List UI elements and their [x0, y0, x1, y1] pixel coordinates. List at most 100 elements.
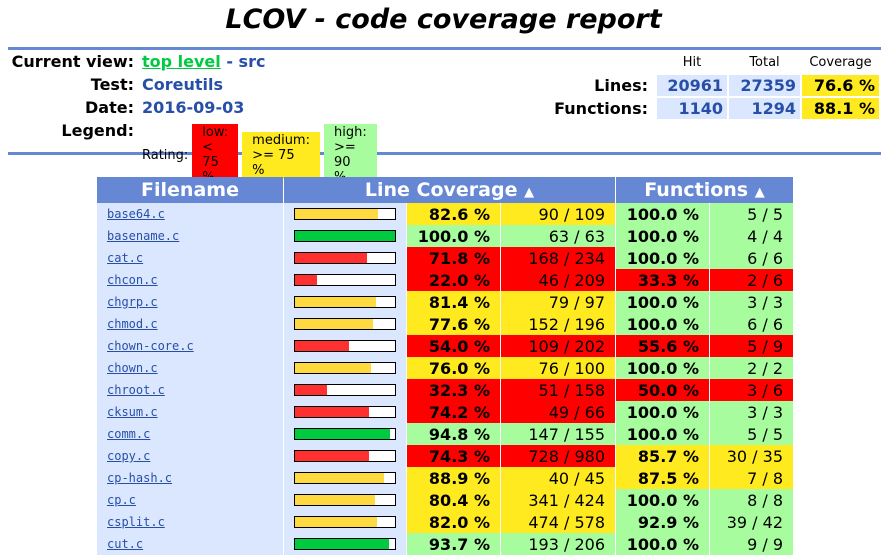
function-rate: 50.0 % — [616, 379, 709, 401]
file-link[interactable]: cp-hash.c — [107, 471, 173, 485]
value: Coreutils — [142, 75, 224, 94]
line-rate: 74.3 % — [407, 445, 500, 467]
file-row: cp.c 80.4 % 341 / 424 100.0 % 8 / 8 — [97, 489, 793, 511]
coverage-bar — [294, 230, 396, 242]
file-cell: chown-core.c — [97, 335, 283, 357]
function-rate: 100.0 % — [616, 247, 709, 269]
text: Line Coverage — [364, 179, 518, 201]
file-cell: comm.c — [97, 423, 283, 445]
function-rate: 55.6 % — [616, 335, 709, 357]
coverage-bar-fill — [295, 407, 370, 417]
sort-icon[interactable]: ▲︎ — [524, 185, 535, 200]
function-rate: 100.0 % — [616, 357, 709, 379]
function-count: 7 / 8 — [710, 467, 793, 489]
file-link[interactable]: cut.c — [107, 537, 144, 551]
summary-coverage: 76.6 % — [802, 75, 879, 96]
file-link[interactable]: csplit.c — [107, 515, 165, 529]
line-rate: 32.3 % — [407, 379, 500, 401]
line-rate: 88.9 % — [407, 467, 500, 489]
title: LCOV - code coverage report — [225, 4, 662, 35]
line-count: 474 / 578 — [501, 511, 615, 533]
coverage-bar — [294, 516, 396, 528]
function-count: 6 / 6 — [710, 313, 793, 335]
summary-total: 27359 — [729, 75, 800, 96]
coverage-bar — [294, 296, 396, 308]
function-count: 3 / 3 — [710, 401, 793, 423]
function-count: 5 / 5 — [710, 203, 793, 225]
function-count: 8 / 8 — [710, 489, 793, 511]
function-rate: 100.0 % — [616, 423, 709, 445]
file-cell: cp.c — [97, 489, 283, 511]
file-row: copy.c 74.3 % 728 / 980 85.7 % 30 / 35 — [97, 445, 793, 467]
value: 2016-09-03 — [142, 98, 245, 117]
summary-column-header: Coverage — [809, 55, 872, 70]
column-header: Filename — [97, 177, 283, 203]
line-count: 193 / 206 — [501, 533, 615, 555]
line-rate: 93.7 % — [407, 533, 500, 555]
line-count: 728 / 980 — [501, 445, 615, 467]
line-count: 79 / 97 — [501, 291, 615, 313]
file-row: basename.c 100.0 % 63 / 63 100.0 % 4 / 4 — [97, 225, 793, 247]
file-row: chmod.c 77.6 % 152 / 196 100.0 % 6 / 6 — [97, 313, 793, 335]
file-cell: cat.c — [97, 247, 283, 269]
file-link[interactable]: basename.c — [107, 229, 180, 243]
label: Legend: — [61, 121, 134, 140]
line-count: 76 / 100 — [501, 357, 615, 379]
file-cell: cut.c — [97, 533, 283, 555]
file-link[interactable]: chgrp.c — [107, 295, 158, 309]
file-row: cut.c 93.7 % 193 / 206 100.0 % 9 / 9 — [97, 533, 793, 555]
file-link[interactable]: chmod.c — [107, 317, 158, 331]
line-rate: 82.0 % — [407, 511, 500, 533]
line-count: 168 / 234 — [501, 247, 615, 269]
function-count: 9 / 9 — [710, 533, 793, 555]
file-cell: base64.c — [97, 203, 283, 225]
file-link[interactable]: base64.c — [107, 207, 165, 221]
line-count: 63 / 63 — [501, 225, 615, 247]
file-link[interactable]: chroot.c — [107, 383, 165, 397]
file-link[interactable]: chown.c — [107, 361, 158, 375]
column-header[interactable]: Functions ▲︎ — [616, 177, 793, 203]
file-link[interactable]: chcon.c — [107, 273, 158, 287]
function-rate: 100.0 % — [616, 489, 709, 511]
coverage-bar — [294, 494, 396, 506]
file-row: chcon.c 22.0 % 46 / 209 33.3 % 2 / 6 — [97, 269, 793, 291]
file-link[interactable]: copy.c — [107, 449, 151, 463]
file-row: chroot.c 32.3 % 51 / 158 50.0 % 3 / 6 — [97, 379, 793, 401]
bar-cell — [284, 225, 406, 247]
line-count: 109 / 202 — [501, 335, 615, 357]
file-link[interactable]: cp.c — [107, 493, 136, 507]
coverage-bar — [294, 252, 396, 264]
file-link[interactable]: comm.c — [107, 427, 151, 441]
file-cell: chown.c — [97, 357, 283, 379]
function-count: 5 / 5 — [710, 423, 793, 445]
file-link[interactable]: cksum.c — [107, 405, 158, 419]
sort-icon[interactable]: ▲︎ — [754, 185, 765, 200]
line-count: 46 / 209 — [501, 269, 615, 291]
file-table: Filename Line Coverage ▲︎ Functions ▲︎ b… — [96, 177, 794, 555]
file-link[interactable]: cat.c — [107, 251, 144, 265]
file-cell: chroot.c — [97, 379, 283, 401]
coverage-bar — [294, 318, 396, 330]
line-rate: 54.0 % — [407, 335, 500, 357]
file-link[interactable]: chown-core.c — [107, 339, 194, 353]
function-rate: 100.0 % — [616, 533, 709, 555]
bar-cell — [284, 335, 406, 357]
coverage-bar — [294, 450, 396, 462]
column-header[interactable]: Line Coverage ▲︎ — [284, 177, 615, 203]
file-cell: csplit.c — [97, 511, 283, 533]
line-count: 51 / 158 — [501, 379, 615, 401]
line-rate: 82.6 % — [407, 203, 500, 225]
function-rate: 100.0 % — [616, 291, 709, 313]
link[interactable]: top level — [142, 52, 221, 71]
line-count: 40 / 45 — [501, 467, 615, 489]
text: Functions — [644, 179, 749, 201]
summary-column-header: Total — [749, 55, 780, 70]
coverage-bar-fill — [295, 429, 390, 439]
bar-cell — [284, 467, 406, 489]
line-count: 147 / 155 — [501, 423, 615, 445]
file-cell: basename.c — [97, 225, 283, 247]
function-count: 30 / 35 — [710, 445, 793, 467]
text: - src — [226, 52, 266, 71]
